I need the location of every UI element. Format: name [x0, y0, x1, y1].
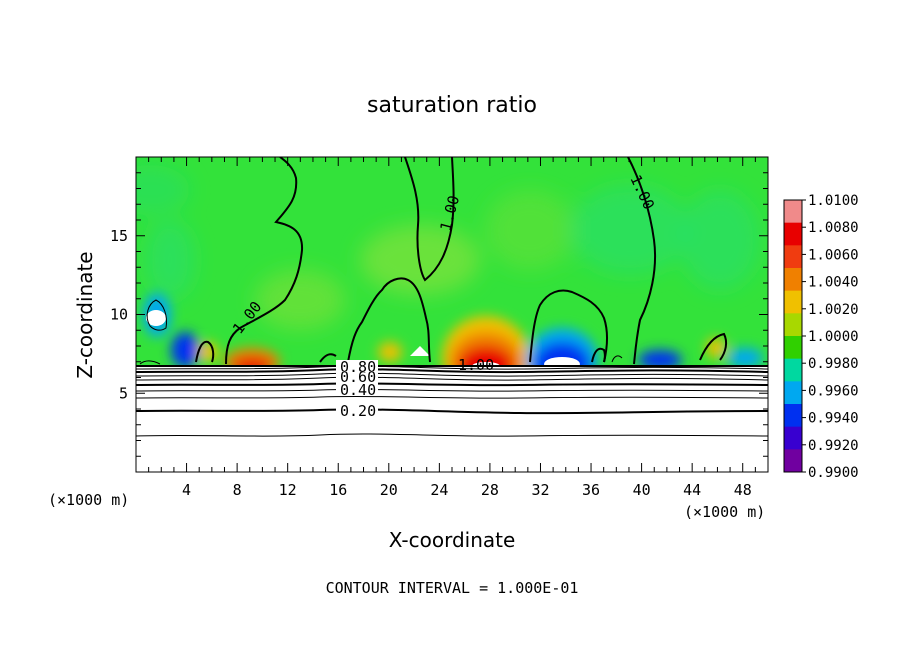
colorbar-segment [784, 245, 802, 269]
colorbar-label: 1.0100 [808, 193, 859, 209]
contour-1-lobe-2 [146, 299, 167, 331]
contour-1-left [225, 157, 304, 365]
contour-1-lobe-38 [611, 355, 623, 363]
x-tick-label: 12 [279, 481, 297, 499]
colorbar-label: 0.9980 [808, 356, 859, 372]
x-tick-label: 4 [182, 481, 191, 499]
colorbar-segment [784, 426, 802, 450]
colorbar-label: 1.0080 [808, 220, 859, 236]
colorbar-segment [784, 358, 802, 382]
contour-1-bump-20 [347, 277, 431, 363]
x-unit-left: (×1000 m) [48, 491, 129, 509]
x-tick-label: 28 [481, 481, 499, 499]
x-tick-label: 36 [582, 481, 600, 499]
chart-title: saturation ratio [367, 93, 537, 118]
colorbar-segment [784, 222, 802, 246]
contour-label-020: 0.20 [340, 402, 376, 420]
colorbar-segment [784, 268, 802, 292]
contour-1-lobe-46 [699, 332, 728, 361]
y-ticks: 5 10 15 [110, 172, 768, 457]
field-shading [136, 165, 760, 330]
colorbar-segment [784, 200, 802, 224]
colorbar-label: 1.0000 [808, 329, 859, 345]
contour-1-lobe-36 [591, 347, 606, 363]
contour-1-lobe-16 [319, 353, 337, 363]
x-tick-label: 40 [633, 481, 651, 499]
contour-interval-note: CONTOUR INTERVAL = 1.000E-01 [326, 579, 579, 597]
x-tick-label: 20 [380, 481, 398, 499]
contour-1-right-top [627, 157, 657, 365]
y-tick-label: 10 [110, 306, 128, 324]
y-tick-label: 5 [119, 384, 128, 402]
x-tick-label: 24 [430, 481, 448, 499]
colorbar-segment [784, 381, 802, 405]
contour-1-bump-32 [529, 289, 608, 363]
colorbar-label: 0.9960 [808, 383, 859, 399]
contour-label-060: 0.60 [340, 368, 376, 386]
colorbar-label: 0.9900 [808, 465, 859, 481]
x-ticks: 4 8 12 16 20 24 28 32 36 40 44 48 [148, 157, 756, 499]
plot-area: 0.20 0.40 0.60 0.80 1.00 1.00 1.00 1.00 [136, 157, 768, 472]
colorbar: 1.0100 1.0080 1.0060 1.0040 1.0020 1.0000 0.99… [783, 193, 859, 481]
contour-lines-lower [136, 365, 768, 437]
y-tick-label: 15 [110, 227, 128, 245]
y-axis-label: Z-coordinate [73, 251, 97, 378]
x-tick-label: 48 [734, 481, 752, 499]
colorbar-segment [784, 404, 802, 428]
colorbar-segment [784, 336, 802, 360]
colorbar-label: 1.0040 [808, 275, 859, 291]
contour-1-lobe-0 [139, 360, 161, 365]
x-unit-right: (×1000 m) [684, 503, 765, 521]
colorbar-segment [784, 313, 802, 337]
colorbar-label: 1.0060 [808, 247, 859, 263]
contour-label-100-surface: 1.00 [458, 356, 494, 374]
x-tick-label: 8 [233, 481, 242, 499]
contour-label-040: 0.40 [340, 381, 376, 399]
lower-region [136, 366, 768, 472]
contour-1-center [404, 157, 455, 282]
x-tick-label: 16 [329, 481, 347, 499]
contour-label-080: 0.80 [340, 358, 376, 376]
colorbar-segment [784, 290, 802, 314]
colorbar-label: 0.9940 [808, 411, 859, 427]
contour-1-lobe-5 [195, 340, 215, 363]
colorbar-label: 0.9920 [808, 438, 859, 454]
x-axis-label: X-coordinate [389, 528, 516, 552]
x-tick-label: 32 [531, 481, 549, 499]
colorbar-label: 1.0020 [808, 302, 859, 318]
contour-lines-upper [139, 157, 728, 365]
colorbar-segment [784, 449, 802, 473]
x-tick-label: 44 [683, 481, 701, 499]
